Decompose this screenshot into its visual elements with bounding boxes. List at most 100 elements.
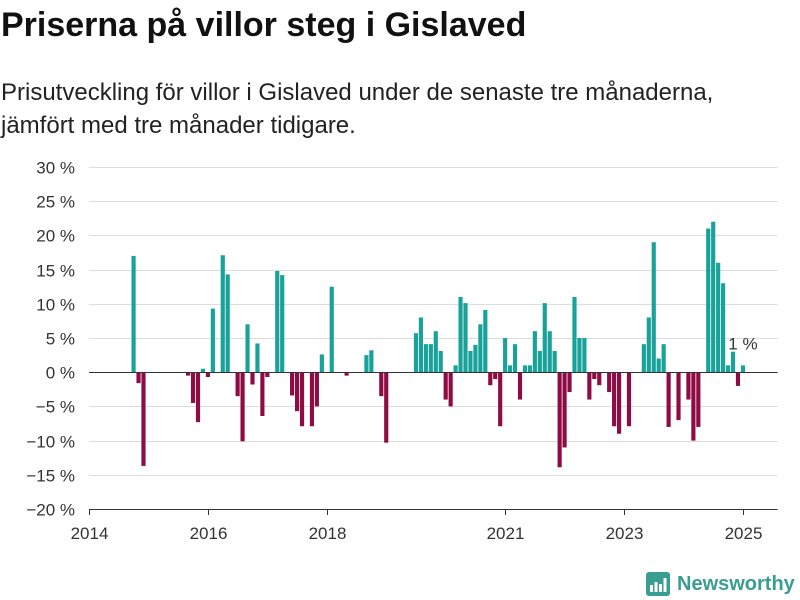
chart-title: Priserna på villor steg i Gislaved <box>1 6 527 44</box>
bar <box>210 308 215 373</box>
bar <box>691 372 696 441</box>
bar <box>186 372 191 376</box>
bar <box>448 372 453 407</box>
bar <box>314 372 319 407</box>
bar <box>379 372 384 397</box>
y-tick-label: 5 % <box>46 330 75 349</box>
bar <box>587 372 592 400</box>
bar <box>537 351 542 373</box>
bar <box>458 296 463 373</box>
bar <box>661 344 666 373</box>
y-tick-label: 25 % <box>36 193 75 212</box>
bar <box>280 275 285 373</box>
bar <box>686 372 691 400</box>
y-tick-label: −15 % <box>26 467 75 486</box>
bar <box>483 309 488 373</box>
chart-subtitle: Prisutveckling för villor i Gislaved und… <box>1 76 713 142</box>
bar <box>508 365 513 373</box>
bar <box>646 317 651 373</box>
y-tick-label: 30 % <box>36 159 75 178</box>
bar <box>641 344 646 373</box>
bar <box>344 372 349 376</box>
bar <box>190 372 196 403</box>
x-tick-label: 2014 <box>71 524 109 543</box>
bar <box>260 372 265 416</box>
bar <box>493 372 498 380</box>
gridlines <box>89 167 778 476</box>
bar <box>567 372 572 393</box>
y-tick-label: 15 % <box>36 262 75 281</box>
bar <box>517 372 523 400</box>
y-tick-label: 0 % <box>46 364 75 383</box>
bar <box>552 351 557 373</box>
bar <box>413 333 419 373</box>
bar <box>384 372 389 443</box>
bar <box>438 351 443 373</box>
brand-name: Newsworthy <box>677 573 795 595</box>
bar <box>205 372 210 377</box>
bar <box>220 255 225 373</box>
bar <box>542 303 547 373</box>
newsworthy-logo-icon <box>646 572 670 596</box>
bar <box>131 255 136 373</box>
bar <box>577 338 582 373</box>
bar <box>299 372 305 427</box>
bar <box>582 338 587 373</box>
bar <box>225 274 230 373</box>
bar <box>651 242 656 373</box>
bar <box>612 372 617 427</box>
bar <box>453 365 458 373</box>
x-tick-label: 2023 <box>606 524 644 543</box>
bar <box>329 286 334 373</box>
bar <box>319 354 324 373</box>
bar <box>626 372 632 427</box>
bar <box>423 344 428 373</box>
bar <box>597 372 602 386</box>
bar <box>706 228 711 373</box>
bar <box>200 368 206 373</box>
x-tick-label: 2025 <box>725 524 763 543</box>
bar <box>309 372 315 427</box>
bar <box>245 324 250 373</box>
bar <box>294 372 300 412</box>
bar <box>478 324 483 373</box>
bar <box>572 296 577 373</box>
y-tick-label: 20 % <box>36 227 75 246</box>
bar <box>503 338 508 373</box>
chart-header: Priserna på villor steg i Gislaved Prisu… <box>0 0 800 150</box>
brand-logo: Newsworthy <box>646 572 795 596</box>
bar <box>666 372 671 427</box>
bar <box>265 372 270 377</box>
bar <box>607 372 612 393</box>
bar <box>616 372 622 434</box>
bar <box>250 372 255 385</box>
bar <box>592 372 597 380</box>
bar <box>364 355 369 373</box>
bar <box>740 365 745 373</box>
bar <box>488 372 493 386</box>
bar <box>696 372 701 427</box>
bar <box>721 283 726 373</box>
bar <box>473 344 478 373</box>
y-tick-label: −20 % <box>26 501 75 520</box>
bar <box>730 351 736 373</box>
bar <box>498 372 503 427</box>
bar <box>468 351 473 373</box>
bar <box>676 372 681 421</box>
bar <box>711 221 716 373</box>
x-tick-label: 2021 <box>487 524 525 543</box>
y-tick-label: 10 % <box>36 296 75 315</box>
bar <box>512 344 518 373</box>
y-tick-label: −10 % <box>26 433 75 452</box>
bar <box>656 358 661 373</box>
bar <box>735 372 741 386</box>
bar <box>547 331 552 373</box>
bar <box>557 372 562 468</box>
bar <box>418 317 423 373</box>
bar <box>532 331 537 373</box>
bar <box>522 365 528 373</box>
x-tick-label: 2018 <box>309 524 347 543</box>
bar <box>562 372 567 448</box>
bar <box>275 270 280 373</box>
